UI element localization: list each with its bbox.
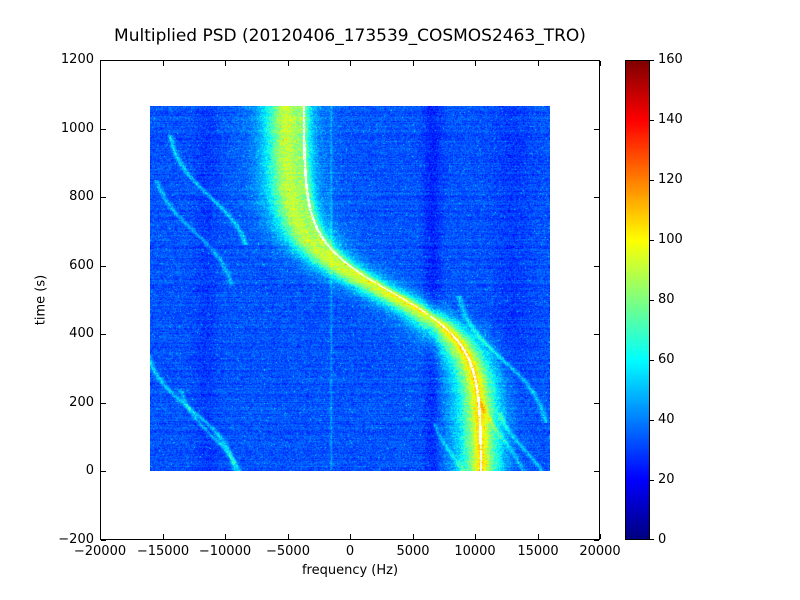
y-tick-label: −200 — [58, 532, 94, 547]
x-tick-label: 10000 — [454, 544, 496, 559]
x-tick-label: −20000 — [73, 544, 127, 559]
y-tick-mark — [101, 129, 106, 130]
y-tick-mark — [101, 540, 106, 541]
x-tick-mark — [100, 534, 101, 539]
spectrogram-image — [150, 106, 550, 471]
colorbar-tick-label: 20 — [658, 472, 675, 487]
x-tick-mark — [475, 61, 476, 66]
y-tick-mark — [101, 403, 106, 404]
x-tick-label: 5000 — [396, 544, 430, 559]
x-tick-label: −5000 — [266, 544, 310, 559]
colorbar-tick-label: 80 — [658, 292, 675, 307]
colorbar-tick-mark — [650, 60, 654, 61]
x-tick-label: −10000 — [198, 544, 252, 559]
x-axis-label: frequency (Hz) — [301, 563, 399, 578]
y-tick-mark — [594, 334, 599, 335]
colorbar-tick-label: 60 — [658, 352, 675, 367]
colorbar-tick-mark — [650, 120, 654, 121]
x-tick-mark — [225, 61, 226, 66]
y-tick-label: 200 — [69, 395, 94, 410]
colorbar-tick-mark — [650, 180, 654, 181]
x-tick-label: −15000 — [136, 544, 190, 559]
colorbar-gradient — [625, 60, 650, 540]
x-tick-mark — [288, 61, 289, 66]
colorbar-tick-label: 140 — [658, 112, 683, 127]
y-tick-label: 800 — [69, 189, 94, 204]
x-tick-mark — [413, 61, 414, 66]
y-tick-mark — [101, 471, 106, 472]
colorbar-tick-label: 120 — [658, 172, 683, 187]
x-tick-mark — [100, 61, 101, 66]
x-tick-mark — [163, 534, 164, 539]
y-tick-mark — [101, 197, 106, 198]
y-tick-label: 1000 — [60, 121, 94, 136]
x-tick-label: 0 — [345, 544, 355, 559]
y-tick-mark — [594, 60, 599, 61]
x-tick-label: 20000 — [579, 544, 621, 559]
chart-title: Multiplied PSD (20120406_173539_COSMOS24… — [114, 26, 586, 46]
colorbar-tick-mark — [650, 539, 654, 540]
colorbar-tick-mark — [650, 240, 654, 241]
colorbar-tick-mark — [650, 360, 654, 361]
colorbar-tick-label: 40 — [658, 412, 675, 427]
x-tick-mark — [475, 534, 476, 539]
x-tick-label: 15000 — [517, 544, 559, 559]
colorbar-tick-mark — [650, 420, 654, 421]
y-tick-label: 400 — [69, 326, 94, 341]
y-tick-mark — [101, 334, 106, 335]
x-tick-mark — [288, 534, 289, 539]
y-axis-label: time (s) — [33, 274, 49, 326]
y-tick-mark — [594, 197, 599, 198]
y-tick-mark — [594, 471, 599, 472]
colorbar-tick-label: 100 — [658, 232, 683, 247]
y-tick-mark — [101, 266, 106, 267]
colorbar-tick-mark — [650, 480, 654, 481]
x-tick-mark — [600, 61, 601, 66]
y-tick-label: 1200 — [60, 52, 94, 67]
colorbar-tick-mark — [650, 300, 654, 301]
y-tick-mark — [101, 60, 106, 61]
y-tick-mark — [594, 403, 599, 404]
x-tick-mark — [600, 534, 601, 539]
y-tick-mark — [594, 540, 599, 541]
colorbar-tick-label: 160 — [658, 52, 683, 67]
y-tick-label: 600 — [69, 258, 94, 273]
x-tick-mark — [538, 534, 539, 539]
x-tick-mark — [350, 61, 351, 66]
colorbar-tick-label: 0 — [658, 532, 667, 547]
x-tick-mark — [413, 534, 414, 539]
x-tick-mark — [538, 61, 539, 66]
y-tick-mark — [594, 129, 599, 130]
x-tick-mark — [350, 534, 351, 539]
x-tick-mark — [225, 534, 226, 539]
y-tick-mark — [594, 266, 599, 267]
y-tick-label: 0 — [85, 463, 94, 478]
x-tick-mark — [163, 61, 164, 66]
